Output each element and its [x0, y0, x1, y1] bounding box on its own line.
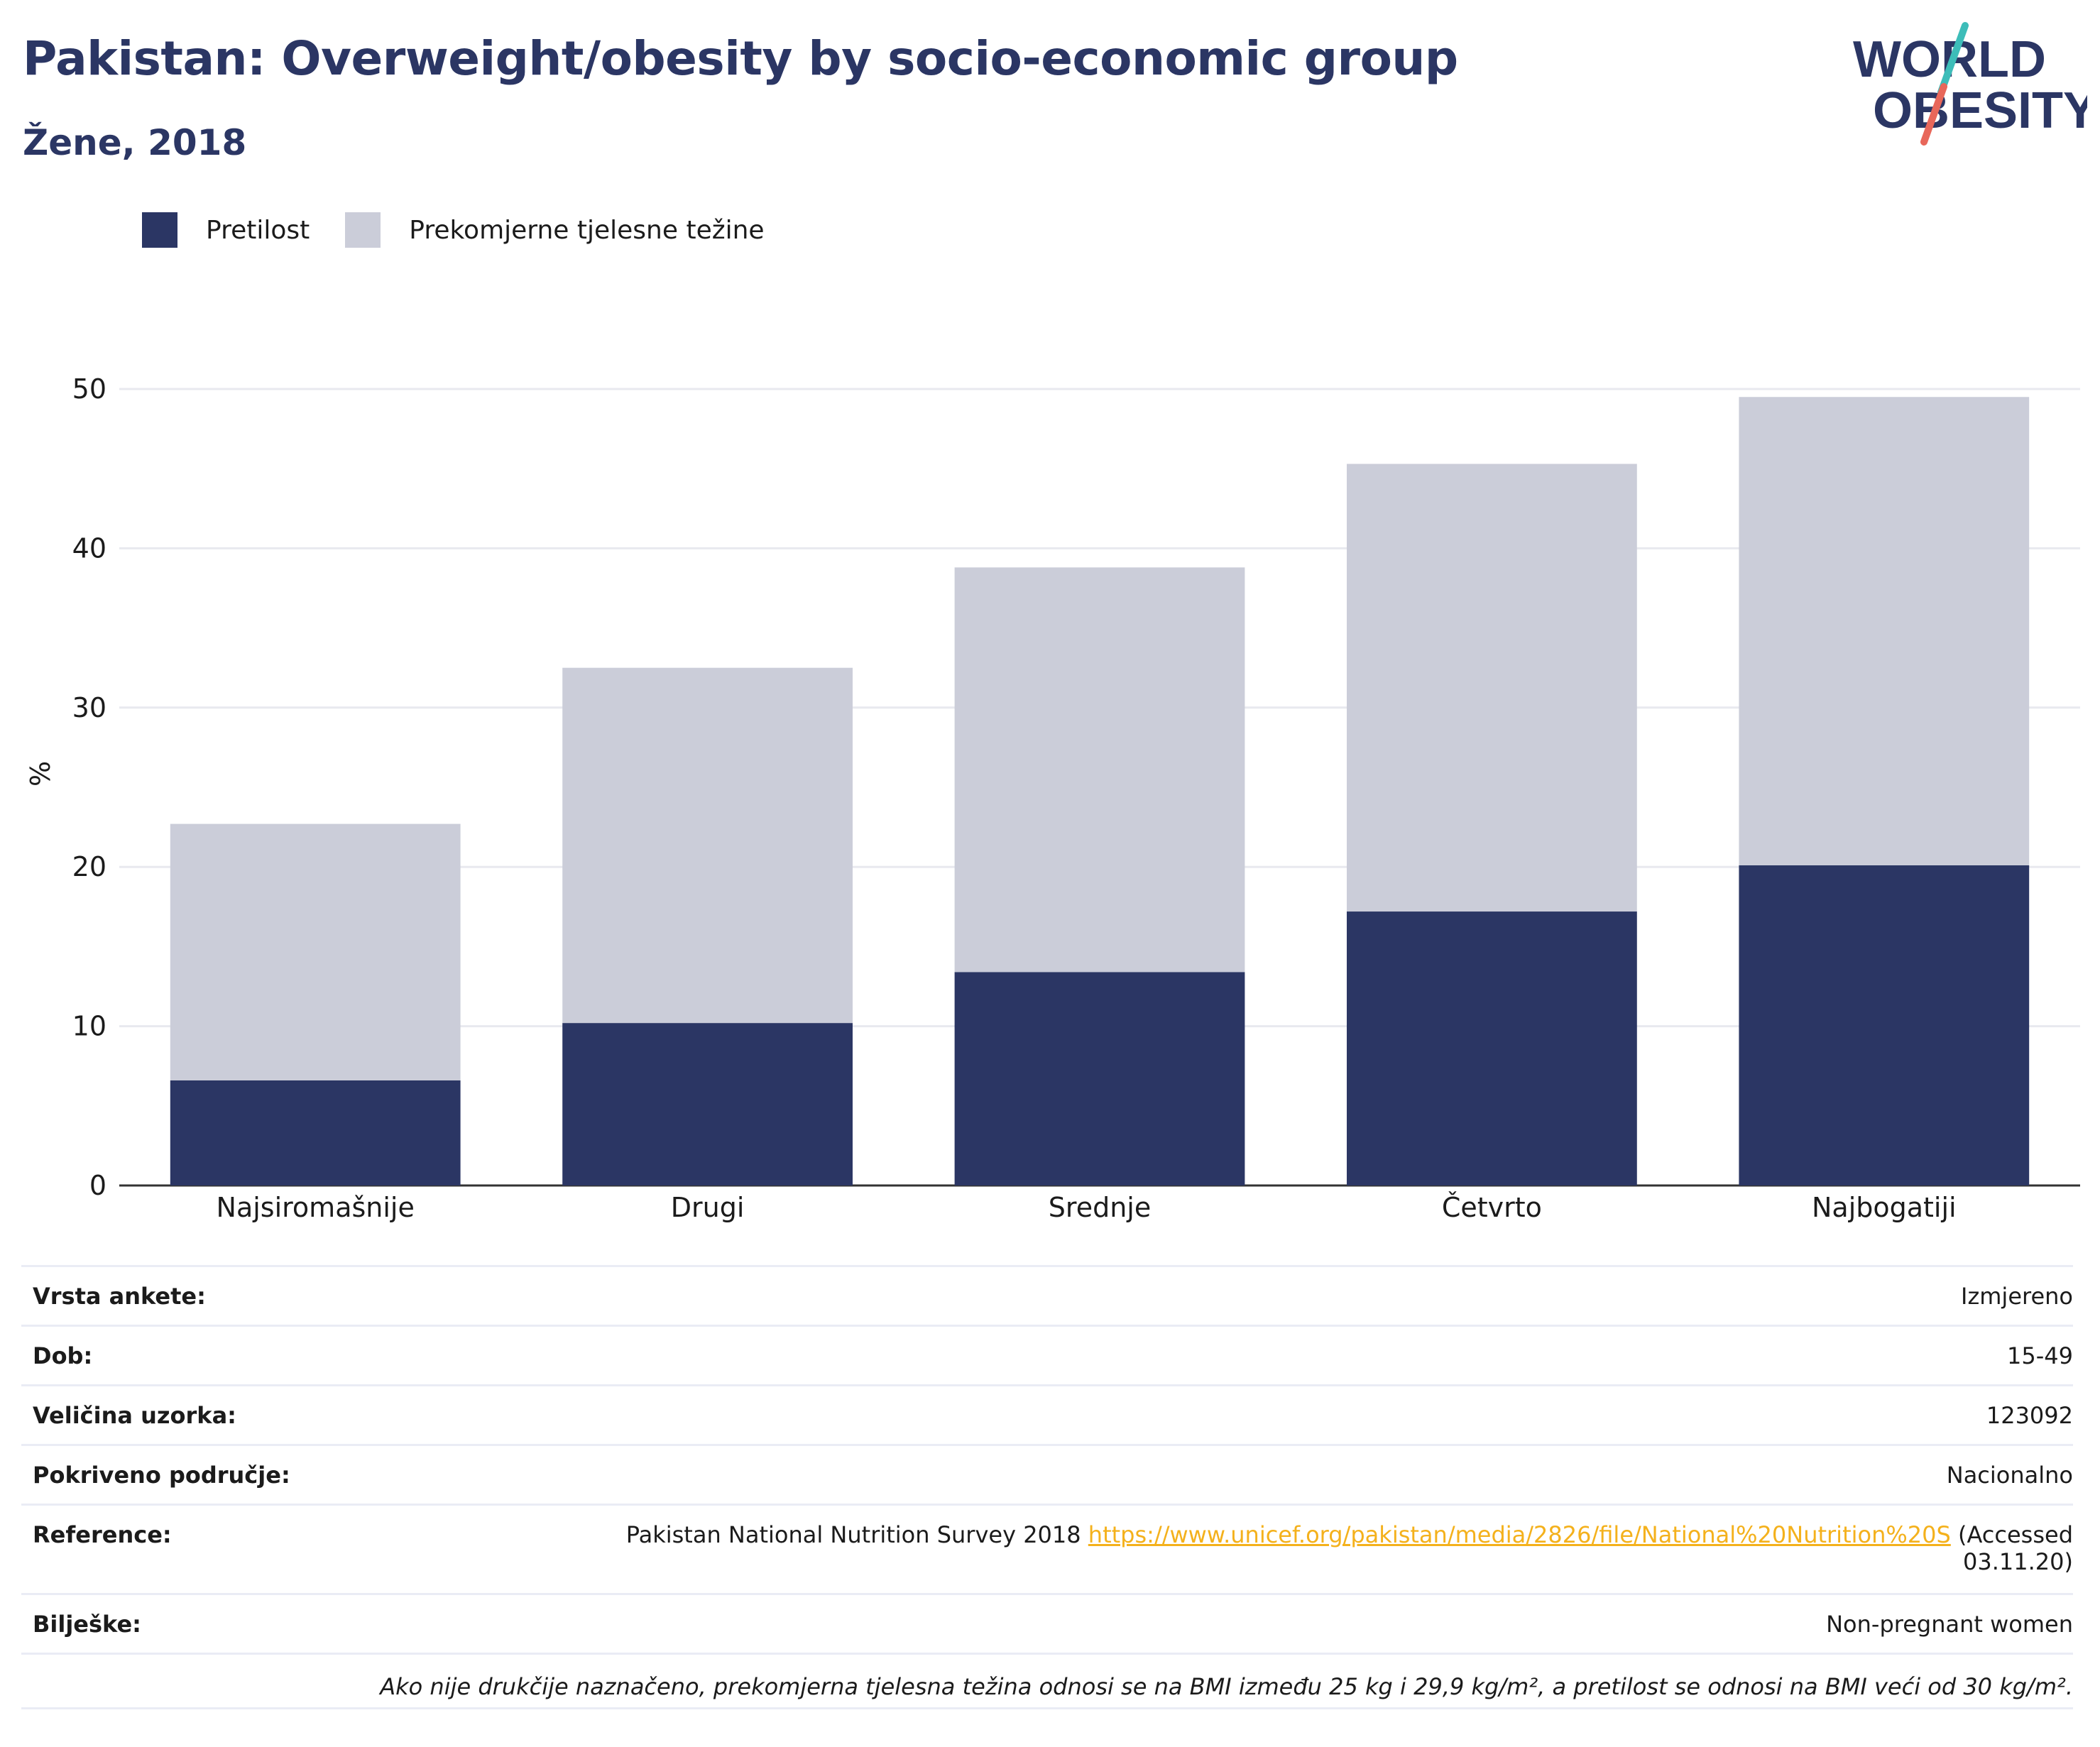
bar-obesity: [1347, 911, 1637, 1185]
reference-accessed: (Accessed: [1950, 1521, 2073, 1548]
legend-swatch-overweight: [345, 212, 381, 248]
bar-obesity: [170, 1080, 461, 1185]
x-tick-label: Srednje: [1049, 1192, 1151, 1223]
chart-legend: Pretilost Prekomjerne tjelesne težine: [142, 210, 800, 250]
info-value: 123092: [1986, 1402, 2073, 1429]
bar-obesity: [1739, 865, 2030, 1185]
y-axis-label: %: [25, 761, 56, 787]
bar-obesity: [562, 1023, 853, 1185]
reference-value: Pakistan National Nutrition Survey 2018 …: [626, 1521, 2073, 1575]
info-row-coverage: Pokriveno područje: Nacionalno: [21, 1444, 2073, 1504]
y-tick-label: 20: [72, 851, 106, 882]
x-tick-label: Drugi: [671, 1192, 745, 1223]
chart-title: Pakistan: Overweight/obesity by socio-ec…: [23, 31, 1458, 86]
info-value: Izmjereno: [1961, 1283, 2073, 1310]
footnote: Ako nije drukčije naznačeno, prekomjerna…: [21, 1653, 2073, 1709]
legend-item-obesity[interactable]: Pretilost: [142, 212, 310, 248]
world-obesity-logo: WORLD OBESITY: [1853, 22, 2087, 146]
bar-chart: 0 10 20 30 40 50 Najsiromašnije Drugi Srednje Če…: [25, 373, 2080, 1223]
info-table: Vrsta ankete: Izmjereno Dob: 15-49 Velič…: [21, 1265, 2073, 1709]
y-tick-label: 0: [89, 1170, 106, 1201]
bar-obesity: [954, 972, 1245, 1185]
reference-date: 03.11.20): [1963, 1548, 2073, 1575]
info-row-reference: Reference: Pakistan National Nutrition S…: [21, 1504, 2073, 1593]
y-tick-label: 40: [72, 532, 106, 564]
info-value: Nacionalno: [1946, 1462, 2073, 1489]
info-row-sample-size: Veličina uzorka: 123092: [21, 1384, 2073, 1444]
chart-subtitle: Žene, 2018: [23, 122, 247, 163]
info-row-age: Dob: 15-49: [21, 1325, 2073, 1384]
bar-overweight: [562, 667, 853, 1024]
info-label: Vrsta ankete:: [33, 1283, 206, 1310]
x-tick-labels: Najsiromašnije Drugi Srednje Četvrto Najboga…: [217, 1192, 1957, 1223]
x-tick-label: Najsiromašnije: [217, 1192, 415, 1223]
info-value: Non-pregnant women: [1826, 1611, 2073, 1638]
legend-item-overweight[interactable]: Prekomjerne tjelesne težine: [345, 212, 765, 248]
logo-line2: OBESITY: [1873, 82, 2087, 139]
info-label: Bilješke:: [33, 1611, 141, 1638]
legend-label-obesity: Pretilost: [206, 215, 310, 245]
legend-label-overweight: Prekomjerne tjelesne težine: [409, 215, 765, 245]
info-label: Dob:: [33, 1342, 93, 1369]
bar-overweight: [1739, 397, 2030, 865]
y-tick-label: 10: [72, 1011, 106, 1042]
x-tick-label: Četvrto: [1442, 1192, 1542, 1223]
bar-overweight: [1347, 464, 1637, 912]
info-value: 15-49: [2007, 1342, 2073, 1369]
legend-swatch-obesity: [142, 212, 177, 248]
info-label: Veličina uzorka:: [33, 1402, 236, 1429]
x-tick-label: Najbogatiji: [1812, 1192, 1957, 1223]
info-label: Reference:: [33, 1521, 172, 1548]
reference-link[interactable]: https://www.unicef.org/pakistan/media/28…: [1088, 1521, 1951, 1548]
info-row-notes: Bilješke: Non-pregnant women: [21, 1593, 2073, 1653]
reference-text: Pakistan National Nutrition Survey 2018: [625, 1521, 1088, 1548]
bar-overweight: [954, 567, 1245, 973]
logo-slash-teal: [1937, 22, 1969, 96]
bars: [170, 397, 2030, 1185]
y-tick-label: 30: [72, 692, 106, 723]
info-label: Pokriveno područje:: [33, 1462, 290, 1489]
bar-overweight: [170, 823, 461, 1080]
y-tick-labels: 0 10 20 30 40 50: [72, 373, 106, 1201]
info-row-survey-type: Vrsta ankete: Izmjereno: [21, 1265, 2073, 1325]
y-tick-label: 50: [72, 373, 106, 405]
logo-slash-red: [1920, 83, 1947, 146]
